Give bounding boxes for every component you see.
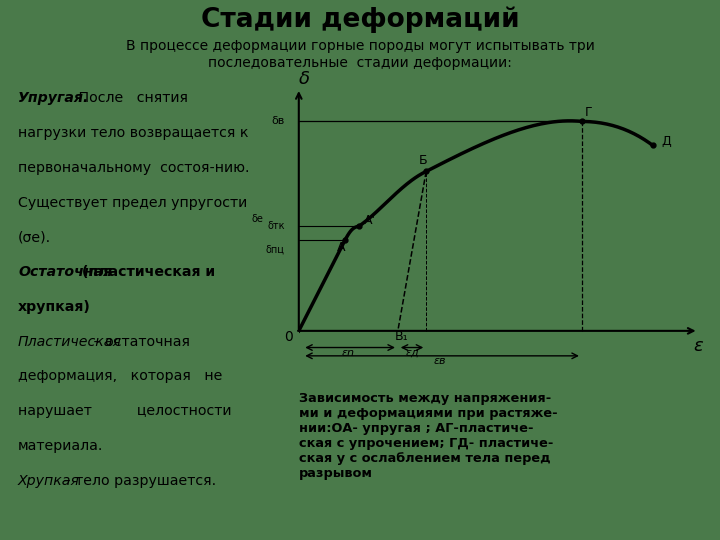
Text: Пластическая: Пластическая: [18, 335, 122, 349]
Text: B₁: B₁: [395, 330, 408, 343]
Text: δпц: δпц: [266, 245, 284, 255]
Text: δе: δе: [251, 214, 264, 224]
Text: последовательные  стадии деформации:: последовательные стадии деформации:: [208, 56, 512, 70]
Text: δтк: δтк: [267, 221, 284, 231]
Text: первоначальному  состоя-нию.: первоначальному состоя-нию.: [18, 161, 250, 175]
Text: – остаточная: – остаточная: [89, 335, 190, 349]
Text: деформация,   которая   не: деформация, которая не: [18, 369, 222, 383]
Text: Стадии деформаций: Стадии деформаций: [201, 6, 519, 33]
Text: εд: εд: [405, 348, 419, 358]
Text: ε: ε: [693, 337, 703, 355]
Text: Б: Б: [418, 154, 427, 167]
Text: Остаточная: Остаточная: [18, 265, 112, 279]
Text: А: А: [337, 241, 346, 254]
Text: хрупкая): хрупкая): [18, 300, 91, 314]
Text: нарушает          целостности: нарушает целостности: [18, 404, 232, 418]
Text: Д: Д: [662, 135, 672, 148]
Text: Зависимость между напряжения-
ми и деформациями при растяже-
нии:ОА- упругая ; А: Зависимость между напряжения- ми и дефор…: [299, 392, 557, 480]
Text: Существует предел упругости: Существует предел упругости: [18, 195, 247, 210]
Text: (σе).: (σе).: [18, 231, 51, 245]
Text: нагрузки тело возвращается к: нагрузки тело возвращается к: [18, 126, 248, 140]
Text: 0: 0: [284, 330, 292, 344]
Text: εn: εn: [342, 348, 355, 358]
Text: εв: εв: [434, 356, 446, 366]
Text: – тело разрушается.: – тело разрушается.: [59, 474, 217, 488]
Text: δв: δв: [271, 117, 284, 126]
Text: Г: Г: [585, 105, 593, 118]
Text: δ: δ: [299, 70, 310, 88]
Text: материала.: материала.: [18, 439, 104, 453]
Text: После   снятия: После снятия: [66, 91, 188, 105]
Text: Хрупкая: Хрупкая: [18, 474, 80, 488]
Text: А': А': [364, 214, 376, 227]
Text: Упругая.: Упругая.: [18, 91, 89, 105]
Text: В процессе деформации горные породы могут испытывать три: В процессе деформации горные породы могу…: [125, 39, 595, 52]
Text: (пластическая и: (пластическая и: [77, 265, 215, 279]
